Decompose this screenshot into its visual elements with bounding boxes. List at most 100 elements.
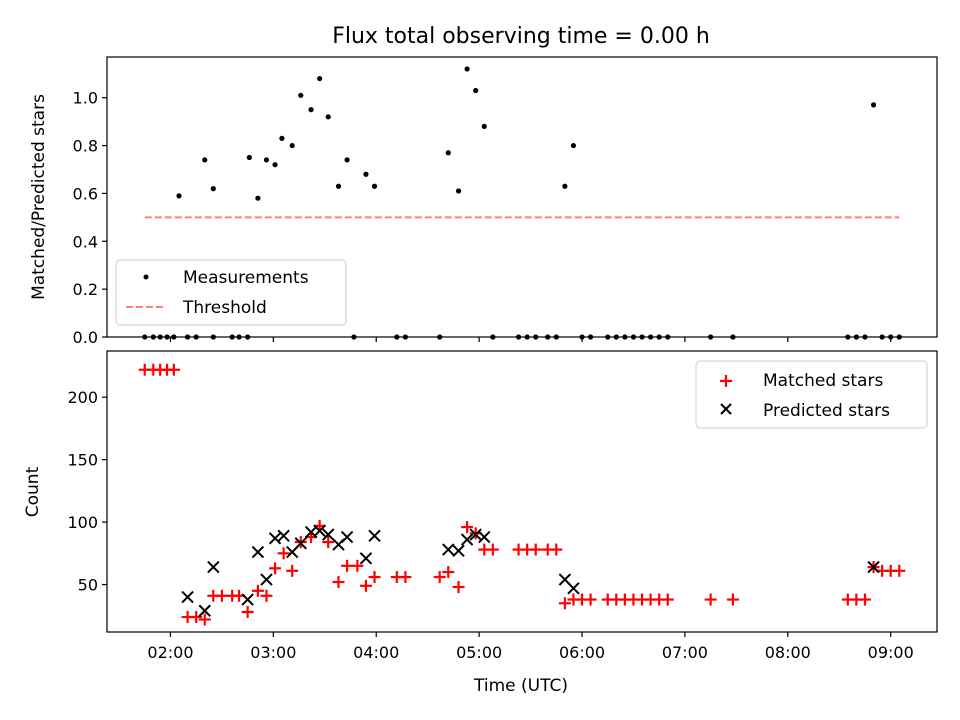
measurement-point bbox=[325, 114, 331, 120]
measurement-point bbox=[202, 157, 208, 163]
predicted-star-point bbox=[867, 560, 880, 574]
legend-matched-marker bbox=[720, 375, 732, 387]
predicted-star-stroke bbox=[460, 533, 474, 546]
predicted-star-stroke bbox=[241, 593, 254, 606]
measurement-point bbox=[445, 150, 451, 156]
predicted-star-point bbox=[313, 524, 326, 538]
predicted-star-point bbox=[442, 543, 455, 556]
matched-star-point bbox=[286, 564, 299, 577]
matched-star-point bbox=[452, 581, 465, 594]
x-tick-label: 04:00 bbox=[353, 643, 399, 662]
predicted-star-point bbox=[469, 528, 482, 541]
legend-threshold-label: Threshold bbox=[182, 298, 267, 318]
bottom-y-axis-label: Count bbox=[23, 466, 43, 517]
predicted-star-point bbox=[460, 533, 474, 546]
matched-star-point bbox=[858, 593, 871, 606]
legend-measurements-marker bbox=[143, 274, 149, 280]
predicted-star-point bbox=[359, 552, 373, 565]
matched-star-point bbox=[461, 521, 474, 534]
predicted-star-stroke bbox=[304, 525, 318, 539]
matched-star-point bbox=[550, 543, 563, 556]
top-y-tick-label: 0.6 bbox=[73, 184, 98, 203]
predicted-star-point bbox=[207, 560, 220, 574]
matched-star-point bbox=[215, 589, 228, 602]
x-axis-label: Time (UTC) bbox=[473, 676, 568, 696]
matched-star-point bbox=[260, 589, 273, 602]
predicted-star-stroke bbox=[260, 573, 273, 586]
predicted-star-stroke bbox=[294, 537, 307, 550]
predicted-star-stroke bbox=[478, 530, 491, 544]
top-axis-ticks: 0.0 0.2 0.4 0.6 0.8 1.0 bbox=[73, 89, 892, 347]
x-tick-label: 06:00 bbox=[559, 643, 605, 662]
bottom-axis-ticks: 50 100 150 200 02:00 03:00 04:00 05:00 06:00 07:0… bbox=[67, 388, 913, 662]
measurement-point bbox=[562, 183, 568, 189]
predicted-star-stroke bbox=[313, 524, 326, 538]
matched-star-point bbox=[351, 559, 364, 572]
matched-star-point bbox=[368, 571, 381, 584]
measurement-point bbox=[570, 142, 577, 149]
top-y-tick-label: 0.2 bbox=[73, 280, 98, 299]
predicted-star-stroke bbox=[340, 530, 354, 544]
matched-star-point bbox=[190, 611, 203, 624]
matched-star-point bbox=[241, 606, 254, 619]
predicted-star-stroke bbox=[251, 545, 265, 559]
matched-star-point bbox=[198, 613, 211, 626]
legend-predicted-marker bbox=[720, 403, 732, 415]
measurement-point bbox=[481, 123, 487, 130]
matched-star-point bbox=[704, 593, 717, 606]
measurement-point bbox=[272, 162, 278, 168]
predicted-star-stroke bbox=[368, 529, 381, 543]
predicted-star-stroke bbox=[469, 528, 482, 541]
measurement-point bbox=[255, 195, 261, 201]
predicted-star-point bbox=[181, 590, 194, 604]
measurement-point bbox=[289, 142, 295, 149]
measurement-point bbox=[298, 92, 304, 98]
predicted-star-point bbox=[294, 537, 307, 550]
predicted-star-stroke bbox=[198, 604, 211, 617]
matched-star-point bbox=[269, 562, 282, 575]
matched-star-point bbox=[167, 363, 180, 376]
matched-star-point bbox=[558, 597, 571, 610]
matched-star-point bbox=[341, 559, 354, 572]
measurement-point bbox=[263, 157, 270, 163]
measurement-point bbox=[246, 154, 252, 161]
predicted-star-point bbox=[567, 582, 580, 595]
predicted-star-point bbox=[241, 593, 254, 606]
top-legend: Measurements Threshold bbox=[115, 259, 347, 326]
top-legend-frame bbox=[115, 259, 347, 326]
bottom-y-tick-label: 150 bbox=[67, 451, 98, 470]
top-y-tick-label: 0.4 bbox=[73, 232, 98, 251]
predicted-star-stroke bbox=[567, 582, 580, 595]
bottom-plot-frame bbox=[106, 350, 938, 633]
x-tick-label: 05:00 bbox=[456, 643, 502, 662]
predicted-star-point bbox=[452, 544, 465, 558]
top-y-tick-label: 1.0 bbox=[73, 89, 98, 108]
matched-star-point bbox=[486, 543, 499, 556]
measurement-point bbox=[473, 87, 479, 94]
matched-star-point bbox=[893, 564, 906, 577]
x-tick-label: 03:00 bbox=[250, 643, 296, 662]
measurement-point bbox=[363, 171, 369, 177]
legend-matched-label: Matched stars bbox=[763, 371, 883, 391]
matched-star-point bbox=[251, 584, 264, 597]
top-y-tick-label: 0.0 bbox=[73, 328, 98, 347]
measurement-point bbox=[176, 193, 182, 199]
matched-star-point bbox=[433, 571, 446, 584]
matched-star-point bbox=[399, 571, 412, 584]
measurement-point bbox=[371, 183, 378, 189]
predicted-star-stroke bbox=[359, 552, 373, 565]
measurement-point bbox=[317, 75, 323, 82]
matched-star-point bbox=[661, 593, 674, 606]
x-tick-label: 09:00 bbox=[868, 643, 914, 662]
predicted-star-stroke bbox=[181, 590, 194, 604]
bottom-y-tick-label: 200 bbox=[67, 388, 98, 407]
x-tick-label: 07:00 bbox=[662, 643, 708, 662]
legend-measurements-label: Measurements bbox=[183, 268, 309, 288]
measurement-point bbox=[279, 135, 285, 141]
top-chart-title: Flux total observing time = 0.00 h bbox=[332, 24, 710, 49]
measurement-point bbox=[455, 188, 462, 194]
predicted-star-stroke bbox=[558, 573, 572, 586]
matched-star-point bbox=[529, 543, 542, 556]
